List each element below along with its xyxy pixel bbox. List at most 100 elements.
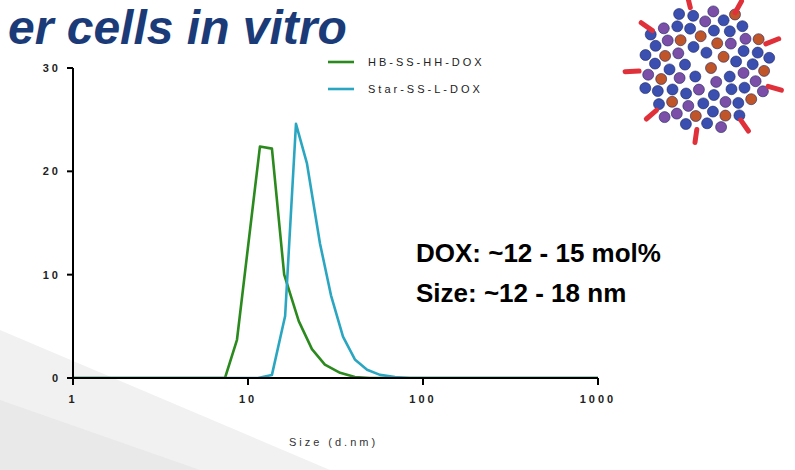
molecule-bead [700,16,711,27]
molecule-bead [746,94,757,105]
drug-arrow [768,86,781,90]
legend-label: Star-SS-L-DOX [368,83,483,95]
molecule-bead [753,34,764,45]
molecule-bead [690,71,701,82]
molecule-bead [688,10,699,21]
molecule-bead [656,74,667,85]
molecule-bead [725,38,736,49]
drug-arrow [641,23,652,31]
legend-swatch [328,88,354,91]
annotation: Size: ~12 - 18 nm [416,278,626,308]
molecule-bead [731,56,742,67]
molecule-bead [672,21,683,32]
molecule-bead [658,23,669,34]
molecule-bead [640,83,651,94]
legend-label: HB-SS-HH-DOX [368,56,485,68]
background-shape [0,400,200,470]
molecule-bead [702,118,713,129]
molecule-bead [739,82,750,93]
molecule-bead [747,59,758,70]
molecule-bead [640,50,651,61]
molecule-bead [680,59,691,70]
molecule-bead [683,100,694,111]
molecule-bead [693,84,704,95]
molecule-bead [680,119,691,130]
molecule-bead [726,84,737,95]
title: er cells in vitro [8,1,347,54]
molecule-bead [652,86,663,97]
molecule-bead [708,90,719,101]
molecule-bead [720,110,731,121]
x-tick [597,378,599,385]
drug-arrow [741,120,749,131]
y-tick-label: 20 [43,165,61,177]
molecule-bead [671,108,682,119]
molecule-bead [740,33,751,44]
x-tick [247,378,249,385]
molecule-bead [724,71,735,82]
molecule-bead [698,98,709,109]
legend-swatch [328,61,354,64]
molecule-bead [750,76,761,87]
molecule-bead [650,40,661,51]
molecule-bead [764,52,775,63]
x-tick [422,378,424,385]
molecule-bead [690,111,701,122]
molecule-bead [659,112,670,123]
chart: er cells in vitro 0 10 20 30 1 10 100 1000 Size (… [0,0,795,470]
molecule-bead [707,106,718,117]
molecule-bead [695,31,706,42]
x-tick-label: 1000 [580,393,616,405]
annotation: DOX: ~12 - 15 mol% [416,238,661,268]
x-axis [73,377,598,379]
y-tick-label: 0 [52,372,61,384]
molecule-bead [759,65,770,76]
molecule-bead [664,64,675,75]
molecule-bead [718,51,729,62]
molecule-bead [737,21,748,32]
drug-arrow [695,130,697,143]
background-shape [0,330,330,470]
x-tick-label: 1 [68,393,77,405]
molecule-bead [667,96,678,107]
drug-arrow [646,110,656,119]
molecule-bead [685,23,696,34]
drug-arrow [625,69,639,75]
y-tick [67,274,73,276]
molecule-bead [673,48,684,59]
molecule-bead [654,99,665,110]
molecule-bead [738,46,749,57]
molecule-bead [643,69,654,80]
molecule-bead [688,41,699,52]
y-tick-label: 30 [43,62,61,74]
molecule-bead [711,76,722,87]
x-axis-title: Size (d.nm) [289,436,378,448]
molecule-bead [738,67,749,78]
molecule-bead [701,47,712,58]
drug-arrow [735,1,741,13]
drug-arrow [766,39,779,44]
y-tick [67,170,73,172]
molecule-bead [724,26,735,37]
molecule-bead [712,38,723,49]
molecule-bead [667,84,678,95]
molecule-bead [660,50,671,61]
molecule-bead [681,88,692,99]
molecule-bead [662,35,673,46]
molecule-bead [720,96,731,107]
x-tick-label: 100 [409,393,436,405]
y-tick [67,67,73,69]
molecule-bead [716,122,727,133]
y-tick-label: 10 [43,269,61,281]
legend: HB-SS-HH-DOX Star-SS-L-DOX [328,56,485,95]
molecule-bead [718,15,729,26]
molecule-bead [674,9,685,20]
x-tick-label: 10 [239,393,257,405]
molecule-bead [650,58,661,69]
molecule-bead [752,47,763,58]
x-tick [72,378,74,385]
molecule-bead [708,25,719,36]
molecule-bead [706,63,717,74]
y-axis [72,68,74,378]
molecule-bead [733,97,744,108]
